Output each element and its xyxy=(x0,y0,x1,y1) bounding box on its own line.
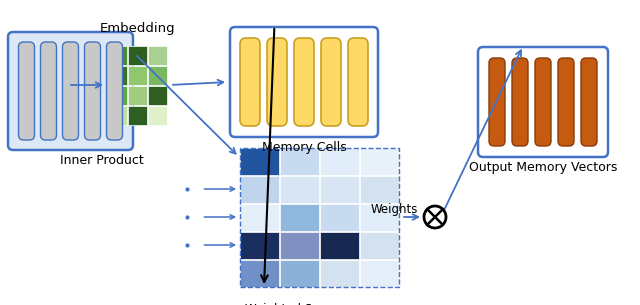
FancyBboxPatch shape xyxy=(581,58,597,146)
Bar xyxy=(320,232,359,259)
Bar xyxy=(148,86,167,105)
Text: Memory Cells: Memory Cells xyxy=(262,141,346,154)
FancyBboxPatch shape xyxy=(512,58,528,146)
Bar xyxy=(128,106,147,125)
FancyBboxPatch shape xyxy=(535,58,551,146)
Bar xyxy=(108,66,127,85)
Bar xyxy=(360,260,399,287)
Bar xyxy=(240,148,279,175)
FancyBboxPatch shape xyxy=(558,58,574,146)
Text: Embedding: Embedding xyxy=(100,22,176,35)
Bar xyxy=(108,86,127,105)
Bar xyxy=(280,148,319,175)
Text: Weighted Sum: Weighted Sum xyxy=(245,303,331,305)
Bar xyxy=(108,46,127,65)
Bar xyxy=(360,204,399,231)
FancyBboxPatch shape xyxy=(267,38,287,126)
Bar xyxy=(320,204,359,231)
FancyBboxPatch shape xyxy=(19,42,35,140)
Bar xyxy=(360,176,399,203)
Text: Inner Product: Inner Product xyxy=(60,154,143,167)
FancyBboxPatch shape xyxy=(348,38,368,126)
FancyBboxPatch shape xyxy=(294,38,314,126)
FancyBboxPatch shape xyxy=(40,42,56,140)
Bar xyxy=(280,260,319,287)
Bar xyxy=(320,148,359,175)
FancyBboxPatch shape xyxy=(84,42,100,140)
FancyBboxPatch shape xyxy=(478,47,608,157)
FancyBboxPatch shape xyxy=(106,42,122,140)
Bar xyxy=(240,176,279,203)
Bar xyxy=(280,204,319,231)
Text: Output Memory Vectors: Output Memory Vectors xyxy=(469,161,617,174)
Circle shape xyxy=(424,206,446,228)
Bar xyxy=(148,46,167,65)
Bar xyxy=(128,66,147,85)
Bar xyxy=(148,106,167,125)
Text: Weights: Weights xyxy=(371,203,418,216)
Bar xyxy=(320,260,359,287)
FancyBboxPatch shape xyxy=(489,58,505,146)
Bar xyxy=(320,176,359,203)
FancyBboxPatch shape xyxy=(8,32,133,150)
Bar xyxy=(128,46,147,65)
Bar xyxy=(148,66,167,85)
Bar xyxy=(240,148,399,287)
Bar xyxy=(280,232,319,259)
FancyBboxPatch shape xyxy=(240,38,260,126)
Bar xyxy=(280,176,319,203)
Bar xyxy=(360,232,399,259)
Bar xyxy=(240,260,279,287)
Bar xyxy=(128,86,147,105)
Bar xyxy=(108,106,127,125)
Bar xyxy=(240,204,279,231)
Bar xyxy=(240,232,279,259)
FancyBboxPatch shape xyxy=(63,42,79,140)
FancyBboxPatch shape xyxy=(321,38,341,126)
FancyBboxPatch shape xyxy=(230,27,378,137)
Bar xyxy=(360,148,399,175)
